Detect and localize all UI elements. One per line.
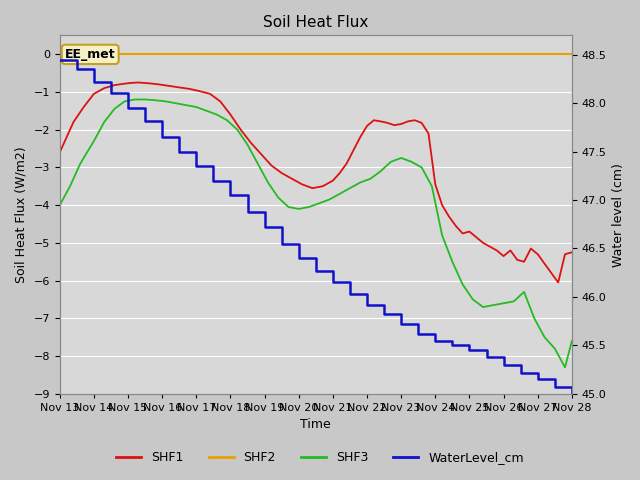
Y-axis label: Water level (cm): Water level (cm) (612, 163, 625, 266)
Y-axis label: Soil Heat Flux (W/m2): Soil Heat Flux (W/m2) (15, 146, 28, 283)
X-axis label: Time: Time (300, 419, 331, 432)
Legend: SHF1, SHF2, SHF3, WaterLevel_cm: SHF1, SHF2, SHF3, WaterLevel_cm (111, 446, 529, 469)
Text: EE_met: EE_met (65, 48, 116, 61)
Title: Soil Heat Flux: Soil Heat Flux (263, 15, 369, 30)
